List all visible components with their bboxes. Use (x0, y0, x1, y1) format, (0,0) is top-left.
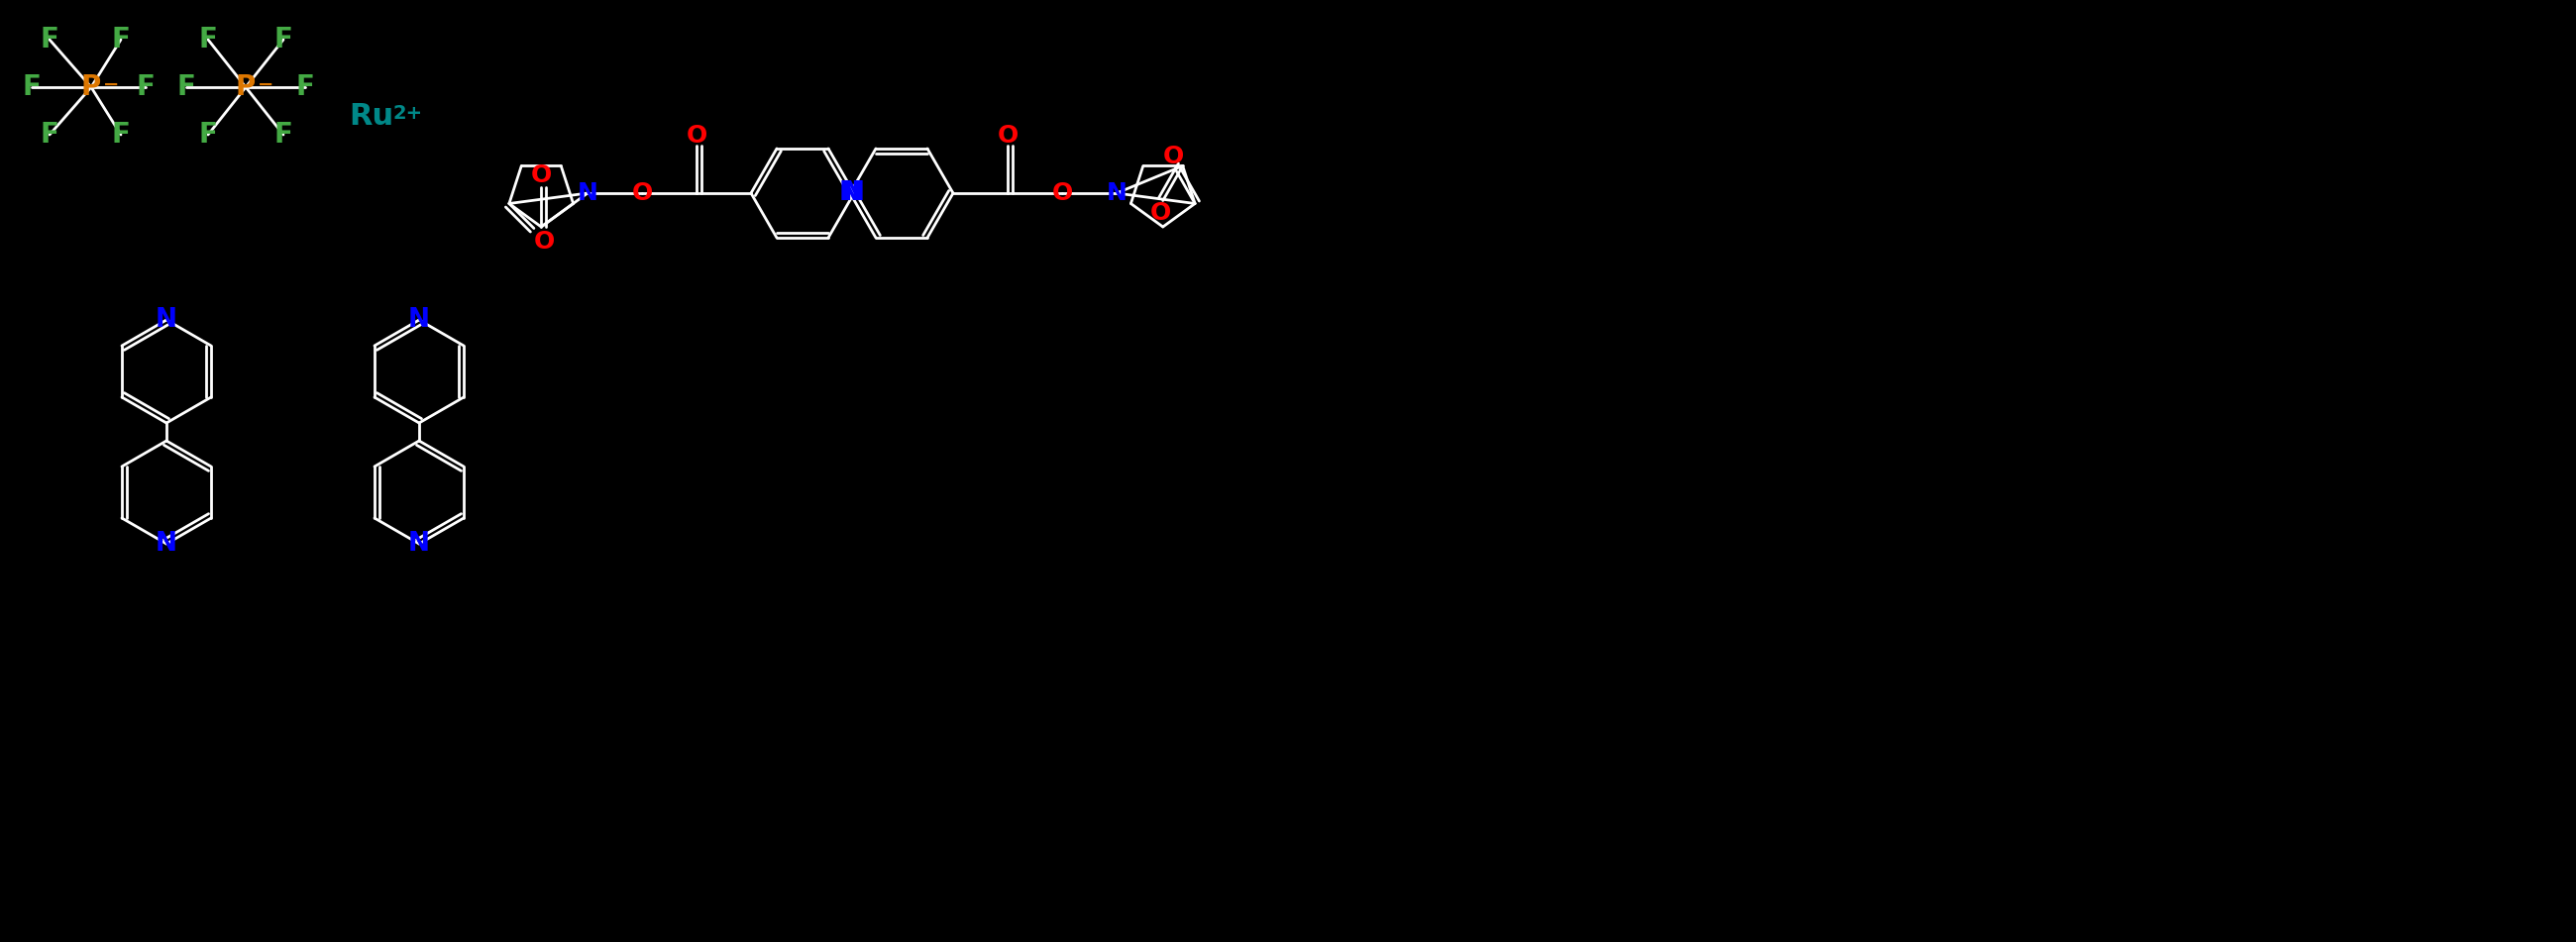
Text: −: − (103, 75, 118, 94)
Text: O: O (1162, 144, 1185, 168)
Text: O: O (531, 164, 551, 187)
Text: O: O (631, 181, 652, 205)
Text: F: F (137, 73, 155, 101)
Text: O: O (685, 123, 706, 148)
Text: −: − (258, 75, 273, 94)
Text: F: F (23, 73, 41, 101)
Text: N: N (155, 531, 178, 557)
Text: P: P (234, 73, 255, 101)
Text: O: O (1051, 181, 1072, 205)
Text: N: N (840, 180, 860, 206)
Text: F: F (41, 121, 59, 149)
Text: F: F (198, 25, 216, 54)
Text: N: N (842, 180, 866, 206)
Text: N: N (407, 531, 430, 557)
Text: 2+: 2+ (394, 104, 422, 122)
Text: N: N (155, 307, 178, 333)
Text: O: O (1151, 202, 1172, 225)
Text: F: F (111, 121, 131, 149)
Text: O: O (533, 229, 554, 253)
Text: N: N (577, 181, 598, 205)
Text: F: F (273, 25, 294, 54)
Text: F: F (273, 121, 294, 149)
Text: F: F (296, 73, 314, 101)
Text: Ru: Ru (350, 103, 394, 131)
Text: F: F (41, 25, 59, 54)
Text: N: N (1105, 181, 1126, 205)
Text: F: F (198, 121, 216, 149)
Text: P: P (80, 73, 100, 101)
Text: N: N (407, 307, 430, 333)
Text: F: F (111, 25, 131, 54)
Text: F: F (178, 73, 196, 101)
Text: O: O (997, 123, 1018, 148)
